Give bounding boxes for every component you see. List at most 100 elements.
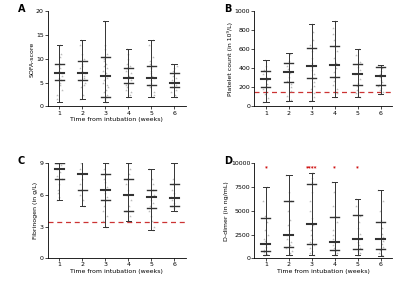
Point — [82, 150, 88, 155]
Point — [309, 68, 316, 73]
Point — [104, 52, 110, 57]
Point — [311, 79, 317, 84]
Point — [331, 43, 337, 48]
Point — [376, 247, 383, 252]
Point — [311, 83, 317, 88]
Point — [173, 76, 179, 80]
Point — [330, 25, 336, 30]
Point — [309, 56, 315, 60]
Point — [100, 177, 107, 181]
Point — [76, 42, 83, 47]
Point — [284, 223, 291, 227]
Point — [102, 198, 108, 203]
Point — [375, 188, 381, 192]
Point — [168, 195, 175, 199]
Point — [331, 240, 338, 245]
Point — [171, 71, 178, 75]
Point — [102, 97, 108, 102]
Point — [100, 78, 107, 83]
Point — [128, 90, 134, 94]
Point — [286, 218, 293, 223]
Point — [330, 232, 336, 237]
Point — [174, 64, 180, 68]
Point — [149, 177, 155, 181]
Point — [125, 161, 132, 166]
Point — [331, 75, 337, 79]
Point — [311, 95, 317, 99]
Point — [127, 64, 134, 68]
Point — [262, 253, 268, 258]
Point — [334, 250, 340, 255]
Point — [286, 228, 292, 232]
Point — [376, 250, 382, 255]
Point — [146, 42, 152, 47]
Point — [58, 71, 65, 75]
Point — [148, 198, 154, 203]
Point — [260, 99, 267, 104]
Point — [309, 180, 316, 185]
Y-axis label: Platelet count (in 10⁹/L): Platelet count (in 10⁹/L) — [227, 22, 233, 96]
X-axis label: Time from intubation (weeks): Time from intubation (weeks) — [70, 269, 163, 274]
Point — [330, 246, 337, 250]
Point — [79, 61, 85, 66]
Point — [103, 61, 110, 66]
Point — [123, 83, 129, 87]
Point — [285, 67, 292, 72]
Point — [352, 91, 359, 95]
Point — [150, 182, 156, 187]
Point — [307, 199, 313, 204]
Point — [104, 66, 110, 71]
Point — [264, 77, 270, 82]
Text: *: * — [264, 165, 267, 170]
Point — [149, 228, 156, 232]
Point — [264, 185, 270, 189]
Point — [102, 71, 109, 75]
Point — [82, 71, 88, 75]
Point — [171, 66, 177, 71]
Point — [356, 231, 363, 236]
Point — [379, 231, 385, 236]
Point — [150, 92, 157, 97]
Point — [356, 243, 362, 247]
Point — [284, 237, 290, 242]
Point — [81, 83, 88, 87]
Point — [329, 180, 335, 185]
Point — [147, 61, 154, 66]
Point — [357, 77, 363, 81]
Point — [105, 161, 111, 166]
Point — [54, 161, 60, 166]
Point — [262, 245, 269, 249]
Point — [332, 253, 339, 258]
Point — [260, 87, 266, 92]
Point — [261, 68, 267, 73]
Point — [56, 69, 62, 73]
Point — [125, 95, 132, 99]
Point — [309, 22, 315, 26]
Point — [330, 82, 336, 87]
Point — [261, 253, 268, 257]
Point — [330, 204, 336, 208]
Point — [332, 95, 338, 99]
Point — [128, 198, 134, 203]
Point — [57, 54, 63, 59]
Point — [54, 198, 60, 203]
Point — [146, 209, 152, 213]
Point — [306, 42, 313, 47]
Point — [56, 42, 63, 47]
Point — [104, 214, 110, 218]
Point — [124, 187, 131, 192]
Point — [308, 175, 315, 180]
Point — [261, 247, 267, 252]
Point — [80, 92, 86, 97]
Point — [171, 201, 177, 206]
Point — [352, 72, 358, 76]
Point — [264, 76, 271, 80]
Point — [148, 78, 154, 83]
Point — [127, 166, 134, 171]
Point — [353, 53, 359, 57]
Point — [308, 61, 315, 65]
Point — [353, 84, 360, 89]
Point — [286, 59, 292, 63]
Point — [377, 92, 383, 96]
Point — [169, 198, 176, 203]
